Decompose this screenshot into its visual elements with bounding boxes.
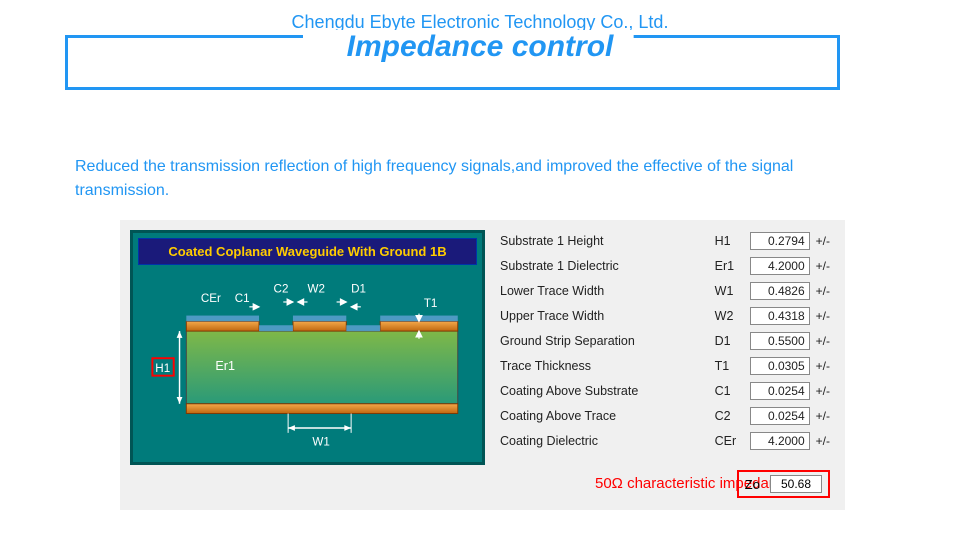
param-input[interactable]: 4.2000 [750,432,810,450]
param-label: Upper Trace Width [500,309,715,323]
param-label: Coating Above Substrate [500,384,715,398]
param-input[interactable]: 0.0254 [750,407,810,425]
param-label: Substrate 1 Dielectric [500,259,715,273]
param-row-w2: Upper Trace WidthW20.4318 +/- [500,305,830,326]
param-row-cer: Coating DielectricCEr4.2000 +/- [500,430,830,451]
param-tol: +/- [816,234,830,248]
param-label: Lower Trace Width [500,284,715,298]
impedance-panel: Coated Coplanar Waveguide With Ground 1B [120,220,845,510]
impedance-value: 50.68 [770,475,822,493]
param-sym: H1 [715,234,750,248]
page-title: Impedance control [327,30,634,64]
param-sym: W1 [715,284,750,298]
param-sym: C2 [715,409,750,423]
param-tol: +/- [816,384,830,398]
impedance-result: Zo 50.68 [737,470,830,498]
param-sym: CEr [715,434,750,448]
label-er1: Er1 [215,359,235,373]
param-input[interactable]: 0.5500 [750,332,810,350]
impedance-sym: Zo [745,477,760,492]
label-c2: C2 [274,282,289,295]
param-tol: +/- [816,359,830,373]
param-label: Trace Thickness [500,359,715,373]
param-row-er1: Substrate 1 DielectricEr14.2000 +/- [500,255,830,276]
param-sym: T1 [715,359,750,373]
param-sym: C1 [715,384,750,398]
waveguide-diagram: CEr C1 C2 W2 D1 T1 H1 Er1 W1 [133,270,482,460]
label-t1: T1 [424,297,438,310]
label-d1: D1 [351,282,366,295]
param-input[interactable]: 4.2000 [750,257,810,275]
label-h1: H1 [155,362,170,375]
label-w1: W1 [312,435,329,448]
param-tol: +/- [816,434,830,448]
param-tol: +/- [816,309,830,323]
param-tol: +/- [816,334,830,348]
param-row-t1: Trace ThicknessT10.0305 +/- [500,355,830,376]
diagram-area: Coated Coplanar Waveguide With Ground 1B [120,220,495,510]
param-label: Coating Dielectric [500,434,715,448]
param-input[interactable]: 0.0254 [750,382,810,400]
param-row-c1: Coating Above SubstrateC10.0254 +/- [500,380,830,401]
diagram-frame: Coated Coplanar Waveguide With Ground 1B [130,230,485,465]
param-input[interactable]: 0.0305 [750,357,810,375]
param-sym: Er1 [715,259,750,273]
param-sym: D1 [715,334,750,348]
param-input[interactable]: 0.4318 [750,307,810,325]
param-input[interactable]: 0.2794 [750,232,810,250]
description-text: Reduced the transmission reflection of h… [75,155,885,203]
param-row-c2: Coating Above TraceC20.0254 +/- [500,405,830,426]
param-tol: +/- [816,409,830,423]
param-input[interactable]: 0.4826 [750,282,810,300]
parameters-area: Substrate 1 HeightH10.2794 +/- Substrate … [495,220,845,510]
param-tol: +/- [816,259,830,273]
param-label: Substrate 1 Height [500,234,715,248]
param-tol: +/- [816,284,830,298]
label-cer: CEr [201,292,221,305]
param-label: Coating Above Trace [500,409,715,423]
param-row-w1: Lower Trace WidthW10.4826 +/- [500,280,830,301]
label-w2: W2 [308,282,325,295]
param-sym: W2 [715,309,750,323]
param-row-h1: Substrate 1 HeightH10.2794 +/- [500,230,830,251]
label-c1: C1 [235,292,250,305]
diagram-title: Coated Coplanar Waveguide With Ground 1B [138,238,477,265]
param-row-d1: Ground Strip SeparationD10.5500 +/- [500,330,830,351]
param-label: Ground Strip Separation [500,334,715,348]
